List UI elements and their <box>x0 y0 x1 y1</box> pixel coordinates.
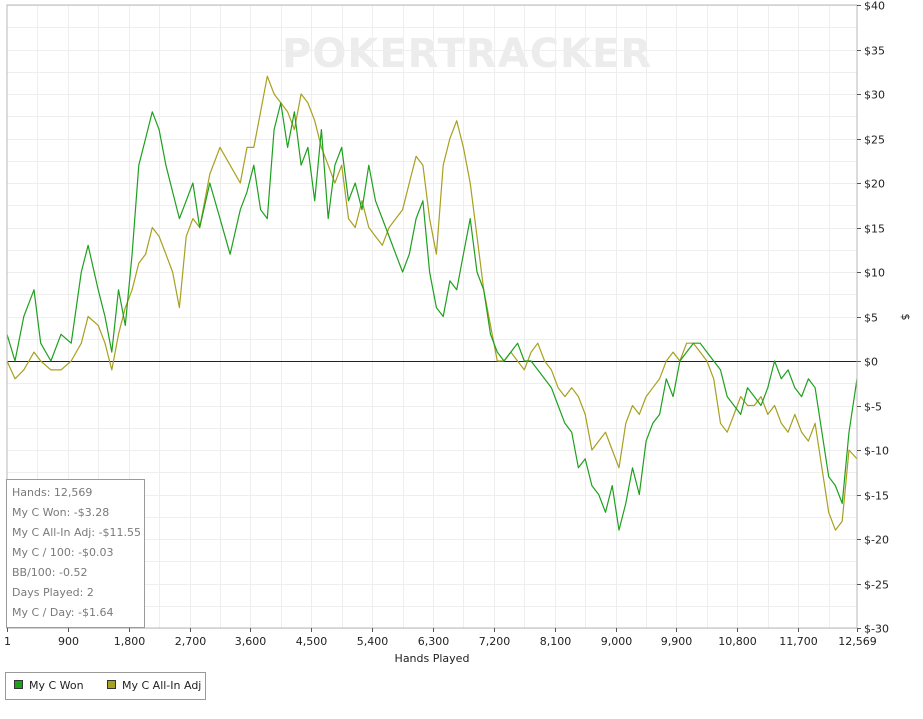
stat-won: My C Won: -$3.28 <box>12 506 110 519</box>
y-tick-label: $5 <box>864 312 878 325</box>
y-tick-label: $25 <box>864 134 885 147</box>
series-line-my-c-won <box>6 102 858 531</box>
y-axis-ticks: $40 $35 $30 $25 $20 $15 $10 $5 $0 $-5 $-10 $-15 $-20… <box>857 0 889 636</box>
stat-per-day: My C / Day: -$1.64 <box>12 606 114 619</box>
pokertracker-watermark: POKERTRACKER <box>282 31 652 77</box>
y-tick-label: $30 <box>864 89 885 102</box>
y-tick-label: $35 <box>864 45 885 58</box>
x-tick-label: 1 <box>4 635 11 648</box>
y-tick-label: $15 <box>864 223 885 236</box>
legend-item-my-c-won[interactable]: My C Won <box>14 679 84 693</box>
series-lines <box>6 75 858 531</box>
series-line-my-c-all-in-adj <box>6 75 858 531</box>
stats-box: Hands: 12,569 My C Won: -$3.28 My C All-… <box>6 479 145 628</box>
legend-label-my-c-won: My C Won <box>29 679 84 692</box>
y-tick-label: $20 <box>864 178 885 191</box>
x-tick-label: 10,800 <box>718 635 757 648</box>
x-tick-label: 11,700 <box>779 635 818 648</box>
x-tick-label: 3,600 <box>235 635 267 648</box>
y-tick-label: $-10 <box>864 445 889 458</box>
x-tick-label: 8,100 <box>540 635 572 648</box>
legend-label-my-c-allin-adj: My C All-In Adj <box>122 679 202 692</box>
plot-area-border <box>6 4 858 629</box>
stat-days-played: Days Played: 2 <box>12 586 94 599</box>
stat-per-100: My C / 100: -$0.03 <box>12 546 114 559</box>
legend-swatch-my-c-won <box>14 680 23 689</box>
grid-lines <box>7 5 857 629</box>
x-tick-label: 4,500 <box>296 635 328 648</box>
y-tick-label: $-5 <box>864 401 882 414</box>
x-tick-label: 2,700 <box>175 635 207 648</box>
x-tick-label: 7,200 <box>479 635 511 648</box>
x-tick-label: 9,000 <box>601 635 633 648</box>
y-tick-label: $-20 <box>864 534 889 547</box>
stat-allin-adj: My C All-In Adj: -$11.55 <box>12 526 142 539</box>
legend-swatch-my-c-allin-adj <box>107 680 116 689</box>
y-axis-title: $ <box>899 314 912 321</box>
y-tick-label: $-30 <box>864 623 889 636</box>
y-tick-label: $-25 <box>864 579 889 592</box>
x-tick-label: 6,300 <box>418 635 450 648</box>
x-tick-label: 9,900 <box>661 635 693 648</box>
y-tick-label: $0 <box>864 356 878 369</box>
y-tick-label: $10 <box>864 267 885 280</box>
x-tick-label: 1,800 <box>114 635 146 648</box>
y-tick-label: $-15 <box>864 490 889 503</box>
stat-bb-100: BB/100: -0.52 <box>12 566 88 579</box>
x-tick-label: 12,569 <box>838 635 877 648</box>
stat-hands: Hands: 12,569 <box>12 486 93 499</box>
chart-legend: My C Won My C All-In Adj <box>5 672 206 700</box>
x-axis-ticks: 1 900 1,800 2,700 3,600 4,500 5,400 6,300 7,200 8… <box>4 628 877 648</box>
x-tick-label: 900 <box>58 635 79 648</box>
x-axis-title: Hands Played <box>395 652 470 665</box>
legend-item-my-c-allin-adj[interactable]: My C All-In Adj <box>107 679 201 693</box>
x-tick-label: 5,400 <box>357 635 389 648</box>
y-tick-label: $40 <box>864 0 885 13</box>
